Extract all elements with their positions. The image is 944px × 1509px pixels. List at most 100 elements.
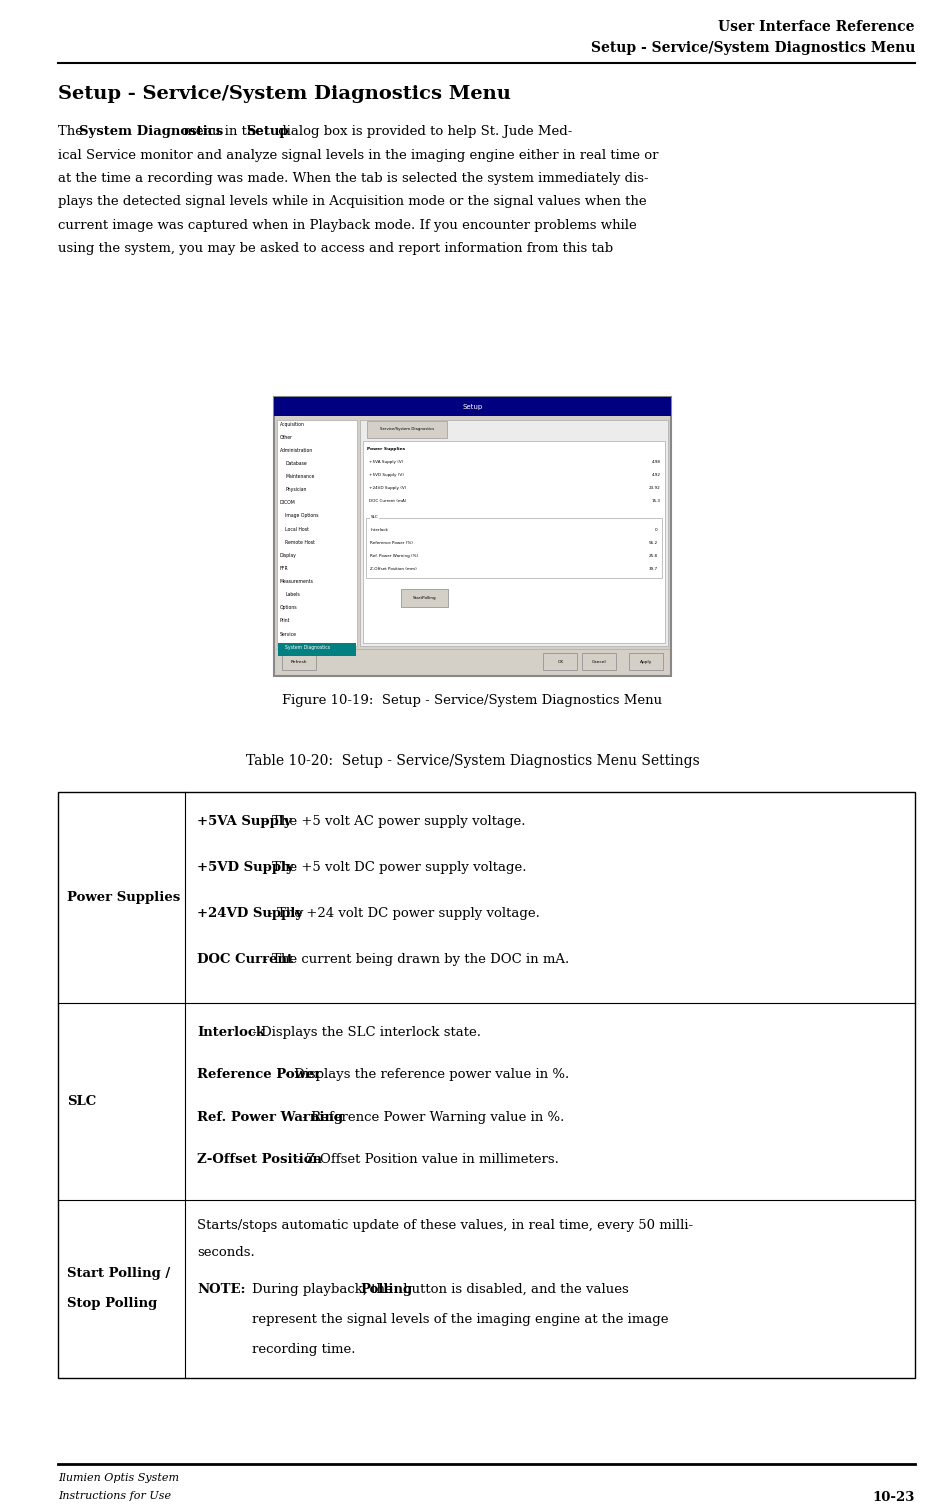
Text: - Z-Offset Position value in millimeters.: - Z-Offset Position value in millimeters… xyxy=(293,1153,558,1166)
Text: System Diagnostics: System Diagnostics xyxy=(285,644,330,650)
Text: 4.98: 4.98 xyxy=(650,460,660,465)
Text: current image was captured when in Playback mode. If you encounter problems whil: current image was captured when in Playb… xyxy=(58,219,636,232)
Text: Cancel: Cancel xyxy=(591,659,606,664)
Text: - The +5 volt AC power supply voltage.: - The +5 volt AC power supply voltage. xyxy=(259,815,525,828)
Text: - The current being drawn by the DOC in mA.: - The current being drawn by the DOC in … xyxy=(259,954,568,966)
Bar xyxy=(58,792,914,1378)
Text: Apply: Apply xyxy=(639,659,652,664)
Text: Setup: Setup xyxy=(245,125,288,139)
Text: Interlock: Interlock xyxy=(370,528,388,533)
Text: Measurements: Measurements xyxy=(279,579,313,584)
Text: menu in the: menu in the xyxy=(178,125,267,139)
Text: Image Options: Image Options xyxy=(285,513,318,519)
Text: Reference Power (%): Reference Power (%) xyxy=(370,542,413,545)
Bar xyxy=(365,518,662,578)
Text: +5VD Supply: +5VD Supply xyxy=(196,860,294,874)
Bar xyxy=(582,653,615,670)
Text: Table 10-20:  Setup - Service/System Diagnostics Menu Settings: Table 10-20: Setup - Service/System Diag… xyxy=(245,754,699,768)
Bar xyxy=(362,441,665,643)
Text: at the time a recording was made. When the tab is selected the system immediatel: at the time a recording was made. When t… xyxy=(58,172,648,186)
Text: DOC Current: DOC Current xyxy=(196,954,293,966)
Text: +24VD Supply: +24VD Supply xyxy=(196,907,303,920)
Text: DICOM: DICOM xyxy=(279,501,295,506)
Text: Refresh: Refresh xyxy=(290,659,307,664)
Text: Remote Host: Remote Host xyxy=(285,540,315,545)
Bar xyxy=(278,643,356,655)
Text: During playback, the: During playback, the xyxy=(251,1283,396,1296)
Bar xyxy=(281,653,315,670)
Text: Ref. Power Warning: Ref. Power Warning xyxy=(196,1111,343,1124)
Text: Interlock: Interlock xyxy=(196,1026,264,1040)
Text: - Reference Power Warning value in %.: - Reference Power Warning value in %. xyxy=(297,1111,564,1124)
Text: StartPolling: StartPolling xyxy=(413,596,436,599)
Text: 56.2: 56.2 xyxy=(648,542,657,545)
Text: Setup - Service/System Diagnostics Menu: Setup - Service/System Diagnostics Menu xyxy=(590,41,914,54)
Text: - Displays the SLC interlock state.: - Displays the SLC interlock state. xyxy=(247,1026,480,1040)
Text: Setup - Service/System Diagnostics Menu: Setup - Service/System Diagnostics Menu xyxy=(58,85,511,103)
Text: Administration: Administration xyxy=(279,448,312,453)
Text: 39.7: 39.7 xyxy=(648,567,657,570)
Text: +24VD Supply (V): +24VD Supply (V) xyxy=(368,486,406,490)
Text: represent the signal levels of the imaging engine at the image: represent the signal levels of the imagi… xyxy=(251,1313,667,1326)
Bar xyxy=(400,589,447,607)
Text: User Interface Reference: User Interface Reference xyxy=(717,20,914,35)
Text: Power Supplies: Power Supplies xyxy=(67,892,180,904)
Text: Power Supplies: Power Supplies xyxy=(366,447,404,451)
Text: ical Service monitor and analyze signal levels in the imaging engine either in r: ical Service monitor and analyze signal … xyxy=(58,148,658,161)
Text: Ref. Power Warning (%): Ref. Power Warning (%) xyxy=(370,554,418,558)
Text: Display: Display xyxy=(279,552,296,558)
Text: Starts/stops automatic update of these values, in real time, every 50 milli-: Starts/stops automatic update of these v… xyxy=(196,1219,692,1233)
Bar xyxy=(274,397,670,676)
Text: Figure 10-19:  Setup - Service/System Diagnostics Menu: Figure 10-19: Setup - Service/System Dia… xyxy=(282,694,662,708)
Text: DOC Current (mA): DOC Current (mA) xyxy=(368,498,406,502)
Text: 25.8: 25.8 xyxy=(648,554,657,558)
Text: Local Host: Local Host xyxy=(285,527,309,531)
Text: Polling: Polling xyxy=(360,1283,412,1296)
Text: - The +24 volt DC power supply voltage.: - The +24 volt DC power supply voltage. xyxy=(264,907,540,920)
Text: The: The xyxy=(58,125,87,139)
Text: 0: 0 xyxy=(654,528,657,533)
Text: Options: Options xyxy=(279,605,297,610)
Text: - Displays the reference power value in %.: - Displays the reference power value in … xyxy=(281,1068,569,1082)
Bar xyxy=(366,421,447,438)
Text: button is disabled, and the values: button is disabled, and the values xyxy=(398,1283,628,1296)
Text: dialog box is provided to help St. Jude Med-: dialog box is provided to help St. Jude … xyxy=(274,125,571,139)
Text: recording time.: recording time. xyxy=(251,1343,355,1357)
Text: Maintenance: Maintenance xyxy=(285,474,314,478)
Text: - The +5 volt DC power supply voltage.: - The +5 volt DC power supply voltage. xyxy=(259,860,526,874)
Text: 4.92: 4.92 xyxy=(650,474,660,477)
Text: Instructions for Use: Instructions for Use xyxy=(58,1491,171,1501)
Text: Z-Offset Position (mm): Z-Offset Position (mm) xyxy=(370,567,416,570)
Text: System Diagnostics: System Diagnostics xyxy=(78,125,223,139)
Text: Z-Offset Position: Z-Offset Position xyxy=(196,1153,322,1166)
Text: Reference Power: Reference Power xyxy=(196,1068,321,1082)
Text: plays the detected signal levels while in Acquisition mode or the signal values : plays the detected signal levels while i… xyxy=(58,195,646,208)
Text: Start Polling /: Start Polling / xyxy=(67,1268,171,1280)
Text: Print: Print xyxy=(279,619,290,623)
Text: Physician: Physician xyxy=(285,487,307,492)
Bar xyxy=(629,653,663,670)
Text: Acquisition: Acquisition xyxy=(279,421,304,427)
Text: Service/System Diagnostics: Service/System Diagnostics xyxy=(379,427,433,430)
Text: seconds.: seconds. xyxy=(196,1246,254,1260)
Bar xyxy=(543,653,577,670)
Text: FFR: FFR xyxy=(279,566,288,570)
Bar xyxy=(360,420,667,646)
Bar xyxy=(277,420,357,646)
Text: Service: Service xyxy=(279,632,296,637)
Text: +5VD Supply (V): +5VD Supply (V) xyxy=(368,474,403,477)
Text: OK: OK xyxy=(557,659,563,664)
Text: Labels: Labels xyxy=(285,592,300,598)
Text: +5VA Supply (V): +5VA Supply (V) xyxy=(368,460,402,465)
Text: Ilumien Optis System: Ilumien Optis System xyxy=(58,1473,178,1483)
Text: SLC: SLC xyxy=(67,1096,96,1108)
Text: Setup: Setup xyxy=(462,404,482,409)
Text: NOTE:: NOTE: xyxy=(196,1283,245,1296)
Text: 23.92: 23.92 xyxy=(649,486,660,490)
Text: 10-23: 10-23 xyxy=(871,1491,914,1504)
Text: Stop Polling: Stop Polling xyxy=(67,1298,158,1310)
Text: +5VA Supply: +5VA Supply xyxy=(196,815,292,828)
Text: 15.3: 15.3 xyxy=(650,498,660,502)
Bar xyxy=(274,397,670,416)
Text: Other: Other xyxy=(279,435,293,439)
